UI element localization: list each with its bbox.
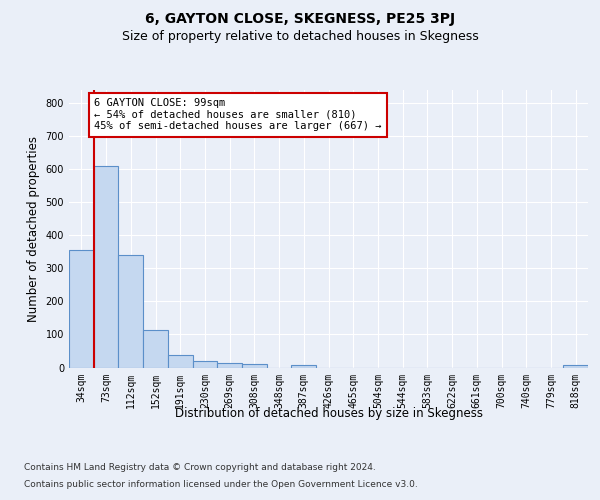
Bar (168, 355, 193, 368)
Text: Contains public sector information licensed under the Open Government Licence v3: Contains public sector information licen… (24, 480, 418, 489)
Text: Distribution of detached houses by size in Skegness: Distribution of detached houses by size … (175, 408, 483, 420)
Bar (242, 364, 267, 368)
Text: 6 GAYTON CLOSE: 99sqm
← 54% of detached houses are smaller (810)
45% of semi-det: 6 GAYTON CLOSE: 99sqm ← 54% of detached … (94, 98, 382, 132)
Text: Size of property relative to detached houses in Skegness: Size of property relative to detached ho… (122, 30, 478, 43)
Bar (563, 365, 588, 368)
Bar (118, 255, 143, 368)
Bar (193, 361, 217, 368)
Bar (292, 365, 316, 368)
Text: Contains HM Land Registry data © Crown copyright and database right 2024.: Contains HM Land Registry data © Crown c… (24, 462, 376, 471)
Text: 6, GAYTON CLOSE, SKEGNESS, PE25 3PJ: 6, GAYTON CLOSE, SKEGNESS, PE25 3PJ (145, 12, 455, 26)
Bar (143, 330, 168, 368)
Bar (217, 362, 242, 368)
Bar (69, 250, 94, 368)
Bar (94, 166, 118, 368)
Y-axis label: Number of detached properties: Number of detached properties (27, 136, 40, 322)
